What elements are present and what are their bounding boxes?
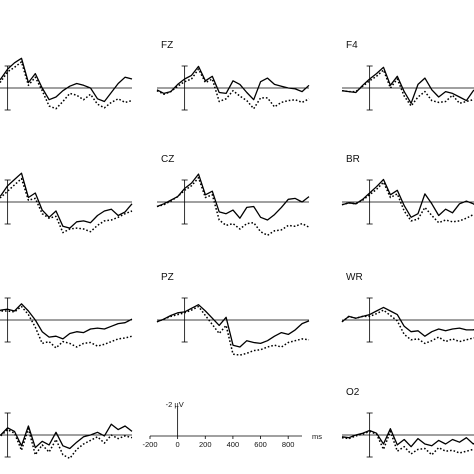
channel-label: PZ — [161, 272, 174, 283]
solid-waveform — [341, 178, 474, 218]
dotted-waveform — [341, 181, 474, 224]
dotted-waveform — [156, 305, 310, 356]
legend-x-tick-label: 0 — [176, 440, 180, 449]
solid-waveform — [0, 423, 133, 450]
scale-legend: -2 µV ms -200 0 200 400 600 800 — [142, 400, 322, 449]
erp-panel: O2 — [341, 387, 474, 458]
legend-x-tick-label: -200 — [142, 440, 157, 449]
solid-waveform — [156, 173, 310, 221]
channel-label: CZ — [161, 154, 174, 165]
erp-panel — [0, 57, 133, 111]
legend-x-tick-label: 600 — [254, 440, 267, 449]
channel-label: BR — [346, 154, 360, 165]
erp-panel: FZ — [156, 40, 310, 111]
solid-waveform — [0, 303, 133, 340]
erp-panel — [0, 172, 133, 234]
solid-waveform — [341, 66, 474, 104]
erp-panel: CZ — [156, 154, 310, 237]
dotted-waveform — [0, 61, 133, 110]
dotted-waveform — [156, 68, 310, 110]
erp-panel: F4 — [341, 40, 474, 111]
dotted-waveform — [0, 305, 133, 349]
solid-waveform — [156, 304, 310, 348]
dotted-waveform — [0, 427, 133, 460]
erp-panel: BR — [341, 154, 474, 225]
channel-label: F4 — [346, 40, 358, 51]
dotted-waveform — [341, 430, 474, 456]
erp-panel: WR — [341, 272, 474, 345]
legend-x-tick-label: 200 — [199, 440, 212, 449]
channel-label: FZ — [161, 40, 173, 51]
solid-waveform — [0, 57, 133, 103]
dotted-waveform — [156, 176, 310, 237]
legend-x-tick-label: 800 — [282, 440, 295, 449]
erp-panel — [0, 297, 133, 349]
solid-waveform — [341, 306, 474, 337]
solid-waveform — [156, 65, 310, 101]
legend-x-tick-label: 400 — [227, 440, 240, 449]
solid-waveform — [341, 428, 474, 448]
erp-panel: PZ — [156, 272, 310, 356]
erp-panels: FZ F4 CZ BR PZ WR O2 — [0, 40, 474, 460]
dotted-waveform — [341, 309, 474, 345]
solid-waveform — [0, 172, 133, 229]
legend-x-label: ms — [312, 432, 322, 441]
erp-panel — [0, 412, 133, 460]
channel-label: O2 — [346, 387, 360, 398]
channel-label: WR — [346, 272, 363, 283]
legend-ticks: -200 0 200 400 600 800 — [142, 436, 294, 449]
legend-y-label: -2 µV — [166, 400, 184, 409]
dotted-waveform — [0, 177, 133, 234]
